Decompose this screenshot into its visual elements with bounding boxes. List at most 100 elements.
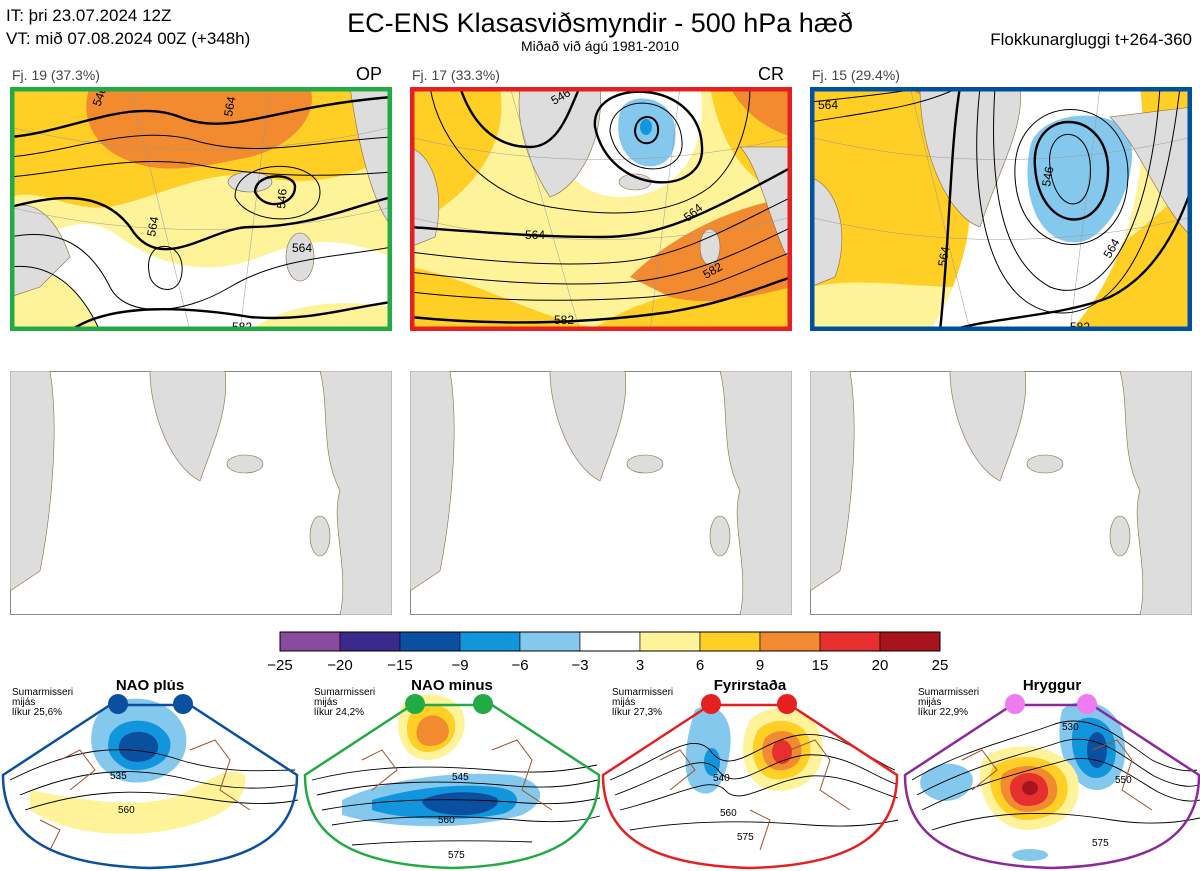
- regime-title: NAO plús: [116, 680, 184, 694]
- land-uk: [709, 515, 731, 557]
- contour-label: 530: [1062, 722, 1079, 733]
- land-canada: [810, 371, 855, 592]
- regime-nao-minus: 545 560 575 NAO mínus Sumarmisseri mijás…: [303, 680, 601, 870]
- regime-info: mijás: [918, 697, 941, 708]
- contour: [810, 87, 961, 123]
- contour-label: 564: [292, 241, 312, 255]
- gridline: [509, 87, 681, 331]
- contour-label: 564: [525, 228, 545, 242]
- contour: [148, 245, 183, 290]
- land-coast: [961, 739, 1153, 811]
- regime-border: [1, 703, 299, 870]
- base-map-3: [810, 371, 1192, 615]
- land-europe: [1119, 371, 1192, 615]
- contour-label: 546: [274, 188, 290, 209]
- colorbar-tick-label: 3: [636, 657, 644, 674]
- cluster-3-label: Fj. 15 (29.4%): [812, 67, 900, 83]
- anomaly-orange: [730, 87, 792, 137]
- cluster-map-2: 546 564 564 582 582: [410, 87, 792, 331]
- contour-thick: [949, 186, 1192, 331]
- land-uk: [285, 232, 315, 282]
- contour-label: 582: [554, 313, 574, 327]
- contour-thick: [410, 275, 792, 324]
- regime-info: mijás: [12, 697, 35, 708]
- colorbar-tick-label: −15: [387, 657, 412, 674]
- regime-dot: [108, 694, 128, 714]
- contour: [993, 87, 1161, 291]
- land-iceland: [1026, 454, 1064, 474]
- land-greenland: [549, 371, 627, 482]
- gridline: [129, 87, 271, 331]
- colorbar-tick-label: 25: [932, 657, 949, 674]
- land-europe: [319, 371, 392, 615]
- contour-label: 560: [720, 808, 737, 819]
- cluster-1-label: Fj. 19 (37.3%): [12, 67, 100, 83]
- land-iceland: [226, 454, 264, 474]
- regime-dot: [701, 694, 721, 714]
- contour-thick: [593, 90, 704, 184]
- land-greenland: [949, 371, 1027, 482]
- land-iceland: [626, 454, 664, 474]
- contour-label: 575: [1092, 838, 1109, 849]
- gridline: [10, 206, 392, 230]
- anomaly-blue-core: [422, 792, 498, 816]
- contour: [234, 165, 321, 220]
- land-greenland: [919, 87, 1021, 228]
- anomaly-blue-core: [640, 119, 652, 135]
- regime-dot: [405, 694, 425, 714]
- regime-info: líkur 27,3%: [612, 707, 662, 718]
- regime-dot: [1005, 694, 1025, 714]
- regime-dot: [777, 694, 797, 714]
- contour-label: 575: [448, 850, 465, 861]
- contour-label: 550: [1115, 775, 1132, 786]
- contour: [916, 738, 1199, 796]
- colorbar-tick-label: −20: [327, 657, 352, 674]
- contour: [10, 161, 392, 178]
- colorbar-tick-label: 6: [696, 657, 704, 674]
- contour: [253, 175, 297, 206]
- contour: [629, 819, 899, 831]
- it-line: IT: þri 23.07.2024 12Z: [6, 6, 172, 25]
- cluster-map-3: 564 546 564 564 582: [810, 87, 1192, 331]
- contour: [316, 779, 599, 796]
- contour: [911, 720, 1198, 781]
- regime-info: Sumarmisseri: [918, 687, 979, 698]
- base-map-2: [410, 371, 792, 615]
- page-subtitle: Miðað við ágú 1981-2010: [520, 38, 679, 54]
- cluster-2-tag: CR: [758, 64, 784, 84]
- regime-info: Sumarmisseri: [612, 687, 673, 698]
- contour-thick: [410, 165, 792, 239]
- regime-border: [601, 703, 899, 870]
- anomaly-blue-core: [118, 731, 159, 762]
- contour: [614, 754, 897, 796]
- regime-info: líkur 22,9%: [918, 707, 968, 718]
- regime-info: Sumarmisseri: [314, 687, 375, 698]
- regime-info: líkur 25,6%: [12, 707, 62, 718]
- anomaly-blue: [920, 763, 973, 801]
- contour: [921, 758, 1200, 811]
- header-info: IT: þri 23.07.2024 12Z VT: mið 07.08.202…: [6, 4, 250, 50]
- colorbar-swatch: [639, 631, 701, 652]
- anomaly-yellow: [30, 771, 246, 834]
- regime-title: Hryggur: [1023, 680, 1082, 694]
- regime-ridge: 530 550 575 Hryggur Sumarmisseri mijás l…: [903, 680, 1200, 870]
- anomaly-red: [772, 740, 792, 764]
- colorbar-swatch: [459, 631, 521, 652]
- colorbar-swatch: [399, 631, 461, 652]
- regime-title: Fyrirstaða: [714, 680, 787, 694]
- regime-dot: [1077, 694, 1097, 714]
- contour-thick: [10, 95, 392, 139]
- anomaly-gold: [1070, 187, 1192, 331]
- colorbar-tick-label: 20: [872, 657, 889, 674]
- gridline: [410, 136, 792, 160]
- colorbar-tick-label: −6: [511, 657, 528, 674]
- contour-label: 582: [1070, 320, 1090, 331]
- contour-thick: [10, 195, 392, 251]
- colorbar-swatch: [579, 631, 641, 652]
- land-canada: [810, 176, 843, 288]
- colorbar-tick-label: −3: [571, 657, 588, 674]
- contour-label: 575: [737, 832, 754, 843]
- land-coast: [659, 739, 851, 851]
- land-canada: [10, 371, 55, 592]
- contour: [19, 771, 296, 796]
